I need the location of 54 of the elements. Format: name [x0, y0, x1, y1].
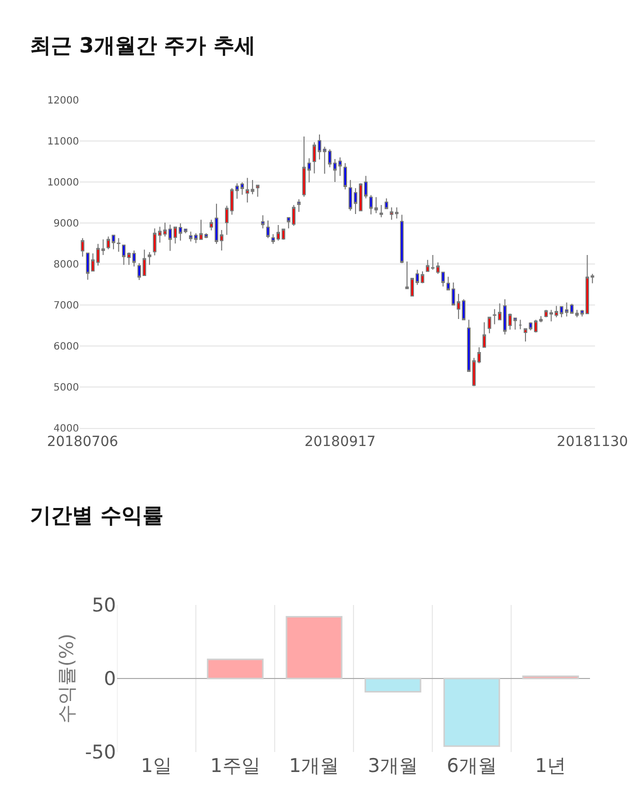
candlestick — [384, 198, 388, 210]
bar — [286, 616, 342, 680]
y-tick-label: 0 — [104, 668, 116, 690]
y-tick-label: 4000 — [54, 424, 79, 434]
bar — [522, 676, 579, 680]
y-tick-label: 5000 — [54, 382, 79, 394]
candlestick — [266, 220, 270, 239]
x-tick-label: 20180706 — [46, 434, 118, 450]
candlestick — [488, 316, 492, 334]
candlestick — [441, 272, 445, 288]
candlestick — [518, 319, 522, 330]
candlestick — [477, 346, 481, 364]
bar — [364, 678, 422, 692]
candlestick — [380, 204, 384, 218]
candlestick — [343, 162, 347, 190]
candlestick — [400, 214, 404, 264]
candlestick — [80, 238, 84, 258]
y-tick-label: 8000 — [54, 260, 79, 270]
x-tick-label: 3개월 — [368, 755, 418, 777]
y-tick-label: 11000 — [47, 136, 79, 148]
bar — [443, 678, 500, 747]
candlestick — [338, 156, 342, 176]
y-tick-label: 7000 — [54, 300, 79, 312]
y-tick-label: 12000 — [47, 96, 79, 106]
candlestick — [261, 214, 265, 229]
candlestick — [132, 250, 136, 267]
x-tick-label: 20181130 — [556, 434, 628, 450]
candlestick — [256, 184, 260, 198]
candlestick — [116, 238, 120, 252]
y-tick-label: 10000 — [47, 178, 79, 188]
candlestick — [148, 252, 152, 266]
candlestick — [246, 177, 250, 203]
candlestick — [369, 194, 373, 215]
y-axis-title: 수익률(%) — [56, 634, 78, 724]
candlestick — [524, 328, 528, 342]
x-tick-label: 1주일 — [210, 755, 260, 777]
x-tick-label: 1일 — [140, 755, 172, 777]
candlestick — [348, 179, 352, 212]
y-tick-label: -50 — [84, 742, 116, 764]
bar — [206, 658, 264, 680]
chart-title: 기간별 수익률 — [30, 503, 164, 528]
x-tick-label: 6개월 — [446, 755, 497, 777]
candlestick — [297, 198, 301, 212]
candlestick — [250, 179, 254, 195]
candlestick — [220, 229, 224, 251]
x-tick-label: 20180917 — [304, 434, 376, 450]
y-tick-label: 6000 — [54, 342, 79, 352]
x-tick-label: 1년 — [535, 755, 566, 777]
x-tick-label: 1개월 — [289, 755, 340, 777]
y-tick-label: 9000 — [54, 218, 79, 230]
candlestick — [374, 196, 378, 214]
chart-title: 최근 3개월간 주가 추세 — [30, 33, 256, 58]
candlestick — [482, 322, 486, 348]
y-tick-label: 50 — [92, 594, 116, 617]
